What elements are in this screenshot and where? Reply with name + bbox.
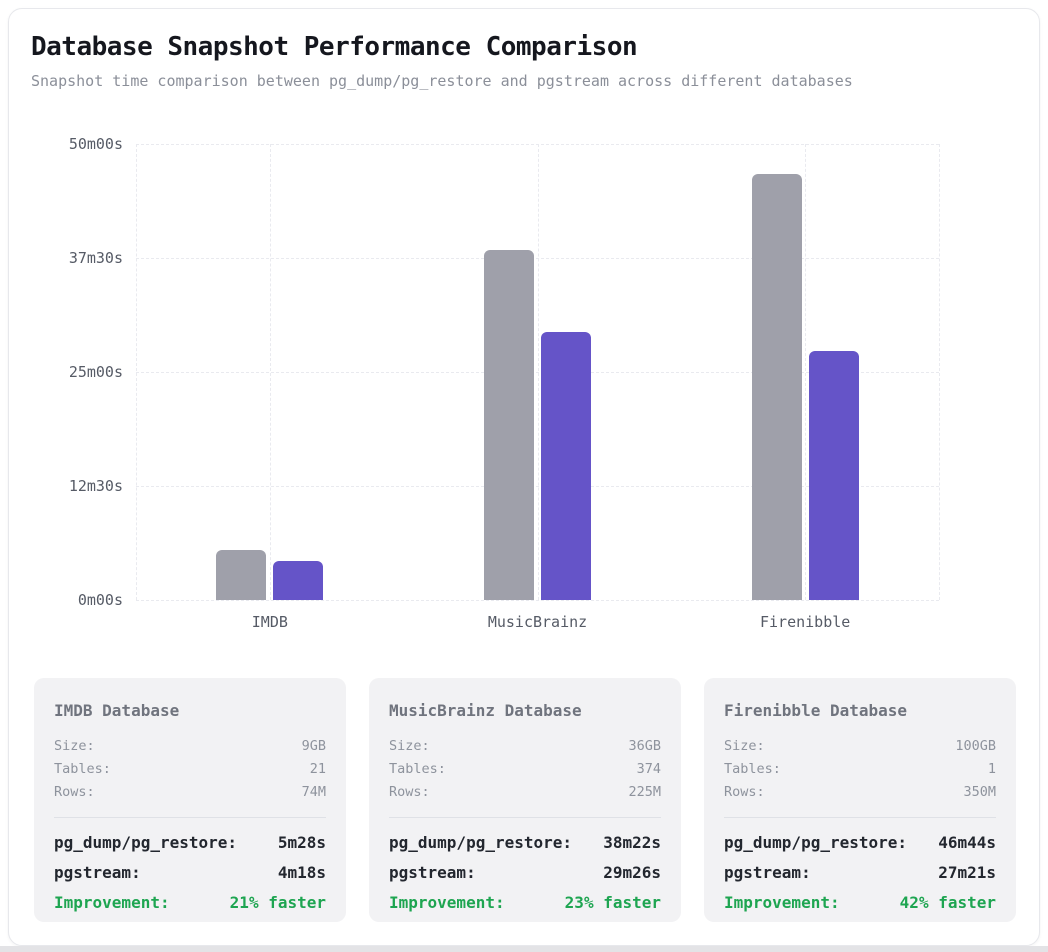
result-label: pgstream: (54, 863, 141, 882)
stat-row-rows: Rows: 350M (724, 781, 996, 804)
result-label: pgstream: (389, 863, 476, 882)
gridline-vertical (537, 144, 539, 600)
stat-label: Size: (54, 738, 95, 754)
stat-row-size: Size: 9GB (54, 735, 326, 758)
card-title: Firenibble Database (724, 701, 908, 720)
chart-header: Database Snapshot Performance Comparison… (9, 9, 1039, 90)
stat-row-size: Size: 36GB (389, 735, 661, 758)
stat-value: 225M (628, 784, 661, 800)
gridline-vertical (805, 144, 807, 600)
improvement-label: Improvement: (724, 893, 840, 912)
db-card-musicbrainz: MusicBrainz Database Size: 36GB Tables: … (369, 678, 681, 922)
page-title: Database Snapshot Performance Comparison (31, 32, 638, 62)
page-background-strip (0, 946, 1048, 952)
card-title: IMDB Database (54, 701, 180, 720)
result-row-pgstream: pgstream: 4m18s (54, 863, 326, 883)
stat-value: 1 (987, 761, 996, 777)
result-value: 29m26s (603, 863, 661, 882)
card-divider (54, 817, 326, 818)
result-label: pg_dump/pg_restore: (389, 833, 573, 852)
y-axis-tick-label: 25m00s (68, 363, 123, 381)
improvement-row: Improvement: 21% faster (54, 893, 326, 913)
y-axis-tick-label: 12m30s (68, 477, 123, 495)
page-subtitle: Snapshot time comparison between pg_dump… (31, 72, 853, 90)
gridline-vertical (269, 144, 271, 600)
stat-value: 100GB (955, 738, 996, 754)
stat-value: 74M (301, 784, 326, 800)
stat-label: Rows: (724, 784, 765, 800)
result-value: 46m44s (938, 833, 996, 852)
stat-label: Rows: (54, 784, 95, 800)
card-title: MusicBrainz Database (389, 701, 582, 720)
result-row-pgstream: pgstream: 27m21s (724, 863, 996, 883)
stat-row-tables: Tables: 21 (54, 758, 326, 781)
x-axis-category-label: MusicBrainz (487, 613, 588, 631)
db-card-imdb: IMDB Database Size: 9GB Tables: 21 Rows:… (34, 678, 346, 922)
bar-pgdump-imdb[interactable] (216, 550, 267, 600)
bar-pgstream-musicbrainz[interactable] (541, 332, 591, 600)
result-value: 27m21s (938, 863, 996, 882)
improvement-value: 42% faster (899, 893, 996, 912)
card-divider (389, 817, 661, 818)
stat-label: Rows: (389, 784, 430, 800)
result-value: 38m22s (603, 833, 661, 852)
stat-row-rows: Rows: 74M (54, 781, 326, 804)
stat-row-rows: Rows: 225M (389, 781, 661, 804)
y-axis-tick-label: 37m30s (68, 249, 123, 267)
card-divider (724, 817, 996, 818)
stat-row-tables: Tables: 374 (389, 758, 661, 781)
stat-label: Size: (389, 738, 430, 754)
stat-label: Size: (724, 738, 765, 754)
stat-value: 350M (963, 784, 996, 800)
y-axis-tick-label: 50m00s (68, 135, 123, 153)
x-axis-category-label: Firenibble (760, 613, 851, 631)
bar-pgdump-musicbrainz[interactable] (484, 250, 534, 600)
stat-value: 374 (636, 761, 661, 777)
bar-chart: 50m00s 37m30s 25m00s 12m30s 0m00s IMDB MusicB… (9, 135, 1039, 636)
gridline-horizontal (136, 600, 939, 601)
result-row-pgdump: pg_dump/pg_restore: 38m22s (389, 833, 661, 853)
y-axis-tick-label: 0m00s (77, 591, 123, 609)
stat-value: 21 (309, 761, 326, 777)
result-value: 5m28s (277, 833, 326, 852)
stat-value: 9GB (301, 738, 326, 754)
db-card-firenibble: Firenibble Database Size: 100GB Tables: … (704, 678, 1016, 922)
result-label: pg_dump/pg_restore: (54, 833, 238, 852)
stat-row-size: Size: 100GB (724, 735, 996, 758)
gridline-vertical (939, 144, 940, 600)
db-cards-row: IMDB Database Size: 9GB Tables: 21 Rows:… (9, 678, 1039, 922)
chart-plot (136, 144, 940, 601)
improvement-row: Improvement: 23% faster (389, 893, 661, 913)
bar-pgstream-firenibble[interactable] (808, 351, 859, 600)
result-row-pgdump: pg_dump/pg_restore: 46m44s (724, 833, 996, 853)
dashboard-card: Database Snapshot Performance Comparison… (8, 8, 1040, 946)
stat-label: Tables: (724, 761, 781, 777)
improvement-label: Improvement: (54, 893, 170, 912)
stat-label: Tables: (389, 761, 446, 777)
improvement-value: 23% faster (564, 893, 661, 912)
improvement-label: Improvement: (389, 893, 505, 912)
stat-value: 36GB (628, 738, 661, 754)
improvement-value: 21% faster (229, 893, 326, 912)
result-row-pgstream: pgstream: 29m26s (389, 863, 661, 883)
gridline-vertical (136, 144, 137, 600)
stat-row-tables: Tables: 1 (724, 758, 996, 781)
result-value: 4m18s (277, 863, 326, 882)
bar-pgstream-imdb[interactable] (273, 561, 324, 600)
result-label: pgstream: (724, 863, 811, 882)
stat-label: Tables: (54, 761, 111, 777)
result-label: pg_dump/pg_restore: (724, 833, 908, 852)
improvement-row: Improvement: 42% faster (724, 893, 996, 913)
x-axis-category-label: IMDB (251, 613, 288, 631)
bar-pgdump-firenibble[interactable] (751, 174, 802, 600)
result-row-pgdump: pg_dump/pg_restore: 5m28s (54, 833, 326, 853)
